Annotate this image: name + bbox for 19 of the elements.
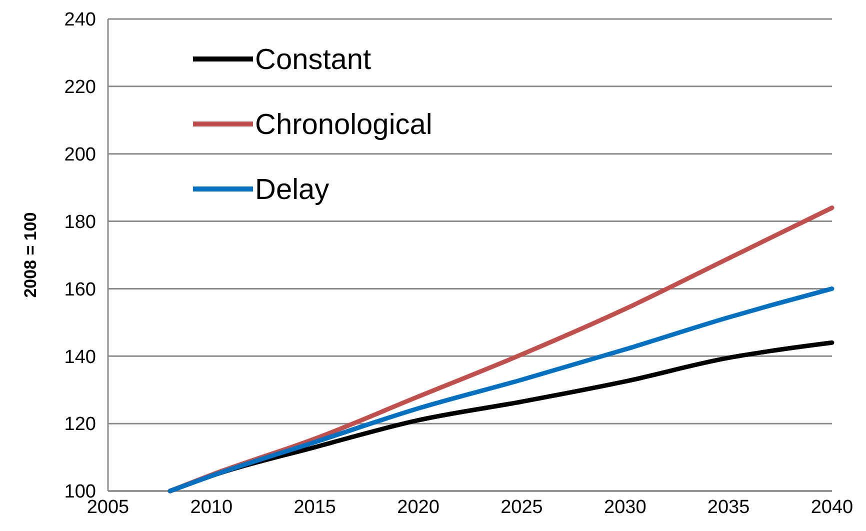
line-series [168,286,834,494]
y-axis-title: 2008 = 100 [21,212,40,298]
legend-label: Delay [255,174,330,206]
y-tick-label: 240 [64,10,96,31]
x-tick-label: 2020 [397,497,440,518]
x-tick-label: 2015 [294,497,336,518]
legend-label: Chronological [255,109,432,142]
x-tick-label: 2035 [707,497,750,518]
x-tick-label: 2010 [190,497,233,518]
y-tick-label: 220 [64,77,96,98]
legend-label: Constant [255,44,372,76]
y-tick-label: 140 [64,346,96,368]
y-tick-label: 160 [64,279,96,300]
y-tick-label: 120 [64,414,96,436]
y-tick-label: 180 [64,212,96,233]
y-tick-label: 200 [64,144,96,166]
x-tick-label: 2030 [604,497,646,518]
x-tick-label: 2040 [810,497,854,518]
x-tick-label: 2025 [500,497,543,518]
